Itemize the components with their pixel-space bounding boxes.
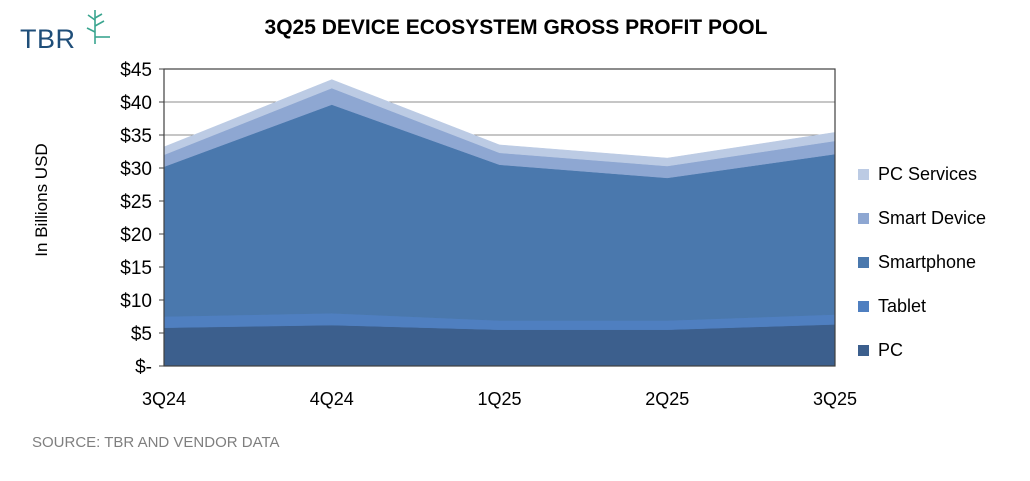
legend-swatch <box>858 344 869 356</box>
legend-label: Smartphone <box>878 251 977 272</box>
legend-item-smartphone: Smartphone <box>858 240 986 284</box>
tbr-logo: TBR <box>20 6 120 60</box>
y-axis-label: In Billions USD <box>32 143 51 256</box>
legend-label: Tablet <box>878 295 927 316</box>
chart-title: 3Q25 DEVICE ECOSYSTEM GROSS PROFIT POOL <box>264 16 768 39</box>
legend-item-pc: PC <box>858 328 986 372</box>
legend-swatch <box>858 256 869 268</box>
tbr-plant-logo-icon <box>86 10 110 44</box>
legend-label: PC Services <box>878 163 978 184</box>
y-tick-label: $5 <box>131 324 152 345</box>
x-tick-label: 4Q24 <box>310 389 354 409</box>
legend-item-tablet: Tablet <box>858 284 986 328</box>
plot-frame <box>163 68 836 367</box>
y-tick-label: $35 <box>120 126 152 147</box>
logo-text: TBR <box>20 24 76 54</box>
y-tick-label: $45 <box>120 60 152 81</box>
legend-swatch <box>858 300 869 312</box>
y-tick-label: $25 <box>120 192 152 213</box>
legend-swatch <box>858 212 869 224</box>
y-tick-label: $30 <box>120 159 152 180</box>
y-tick-label: $40 <box>120 93 152 114</box>
area-series-smartphone <box>163 104 836 321</box>
y-tick-label: $15 <box>120 258 152 279</box>
x-tick-label: 1Q25 <box>477 389 521 409</box>
legend-label: Smart Device <box>878 207 987 228</box>
legend-label: PC <box>878 339 904 360</box>
chart-legend: PC Services Smart Device Smartphone Tablet P… <box>858 152 986 372</box>
area-series-pc <box>163 324 836 367</box>
legend-item-pc-services: PC Services <box>858 152 986 196</box>
legend-item-smart-device: Smart Device <box>858 196 986 240</box>
x-tick-label: 2Q25 <box>645 389 689 409</box>
x-tick-label: 3Q25 <box>813 389 857 409</box>
legend-swatch <box>858 168 869 180</box>
x-tick-label: 3Q24 <box>142 389 186 409</box>
source-note: SOURCE: TBR AND VENDOR DATA <box>32 434 280 451</box>
y-tick-label: $20 <box>120 225 152 246</box>
y-tick-label: $- <box>135 357 152 378</box>
y-tick-label: $10 <box>120 291 152 312</box>
